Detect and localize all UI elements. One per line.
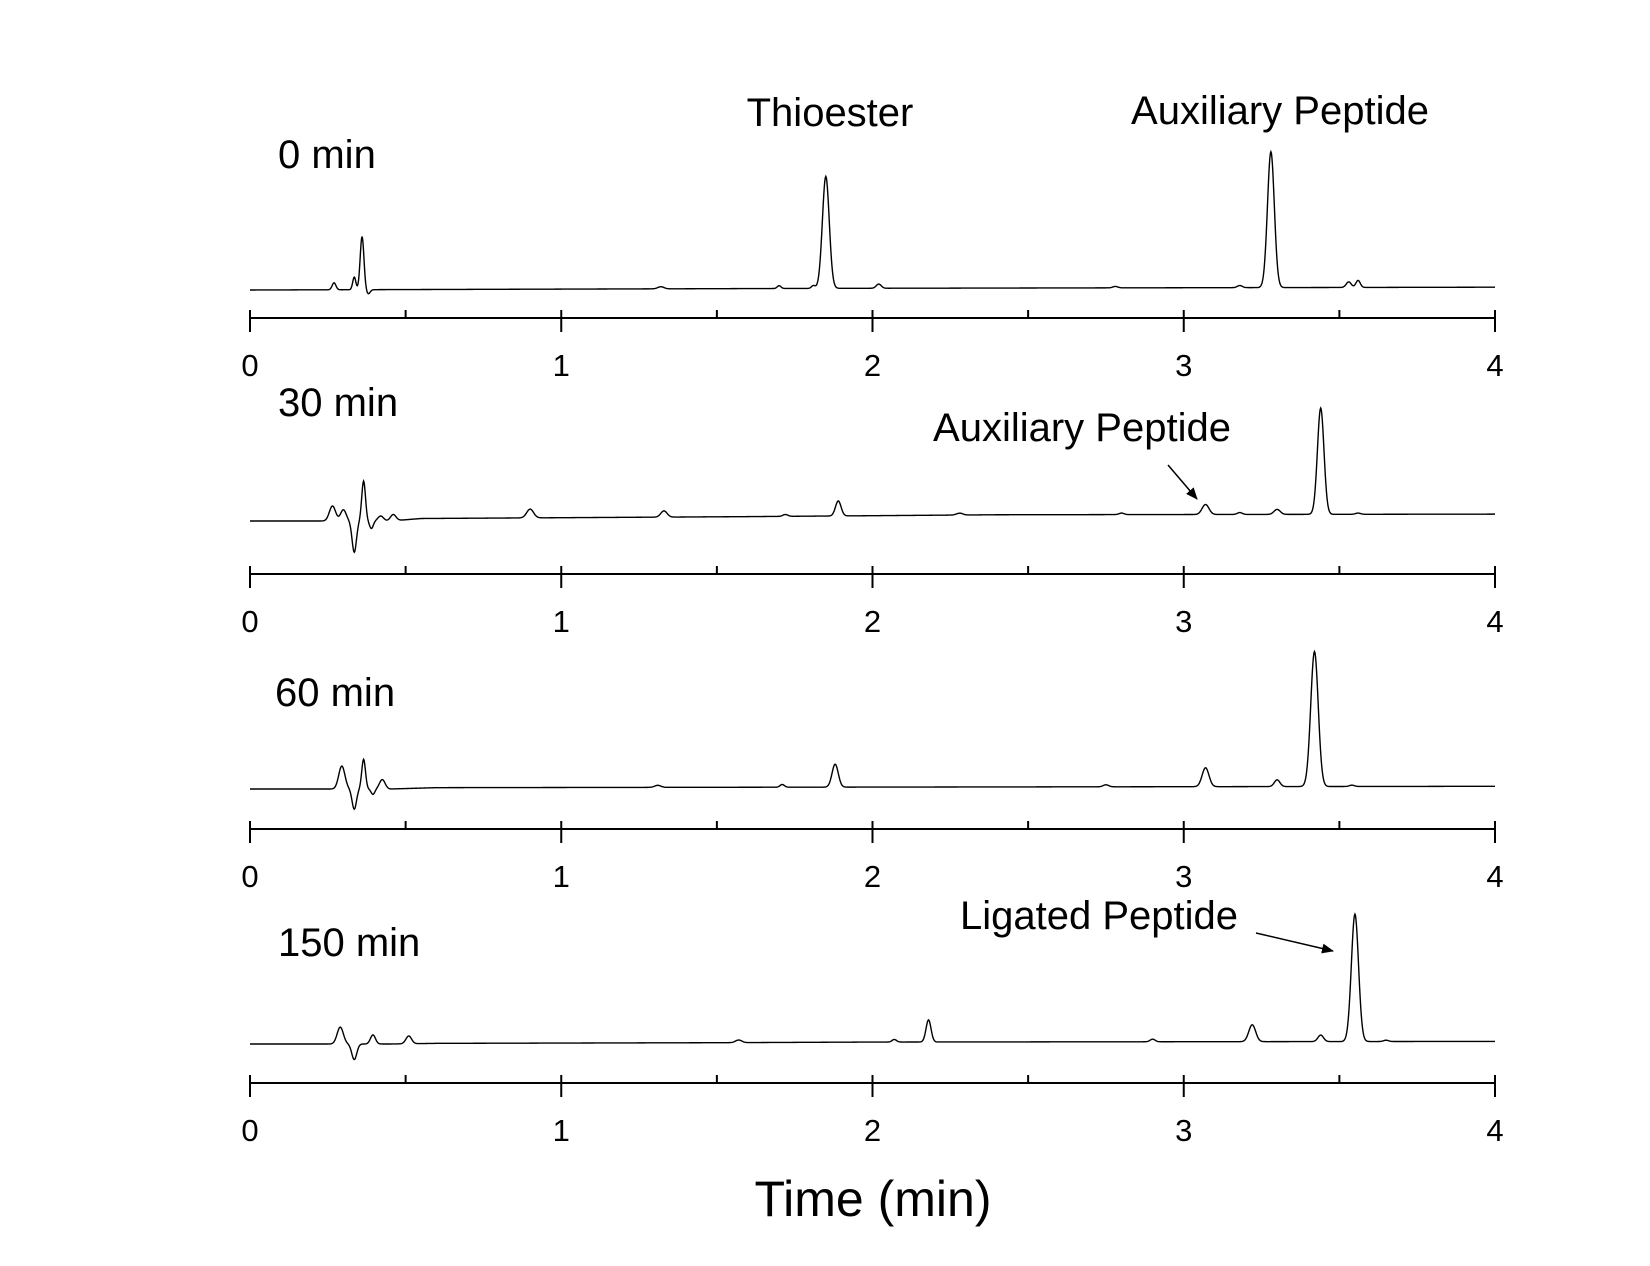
x-tick-label: 0 bbox=[241, 348, 258, 383]
x-tick-label: 3 bbox=[1175, 604, 1192, 639]
x-tick-label: 2 bbox=[864, 348, 881, 383]
peak-annotation: Thioester bbox=[747, 91, 914, 135]
peak-annotation: Ligated Peptide bbox=[960, 894, 1238, 938]
x-tick-label: 4 bbox=[1486, 1113, 1503, 1148]
x-tick-label: 1 bbox=[553, 1113, 570, 1148]
x-tick-label: 3 bbox=[1175, 859, 1192, 894]
x-tick-label: 4 bbox=[1486, 348, 1503, 383]
peak-annotation: Auxiliary Peptide bbox=[1131, 89, 1429, 133]
chromatogram-trace bbox=[250, 149, 1495, 295]
annotation-arrow bbox=[1255, 932, 1334, 954]
chromatogram-trace bbox=[250, 649, 1495, 811]
x-tick-label: 0 bbox=[241, 1113, 258, 1148]
panel-time-label: 150 min bbox=[278, 921, 420, 965]
x-tick-label: 2 bbox=[864, 859, 881, 894]
panel-1: 0 1 2 3 4 30 min Auxiliary Peptide bbox=[241, 381, 1503, 639]
x-tick-label: 1 bbox=[553, 348, 570, 383]
x-tick-label: 4 bbox=[1486, 859, 1503, 894]
x-tick-label: 3 bbox=[1175, 1113, 1192, 1148]
x-tick-label: 0 bbox=[241, 604, 258, 639]
x-tick-label: 1 bbox=[553, 859, 570, 894]
chromatogram-trace bbox=[250, 406, 1495, 554]
chromatogram-trace bbox=[250, 912, 1495, 1061]
panel-3: 0 1 2 3 4 150 min Ligated Peptide bbox=[241, 894, 1503, 1148]
x-tick-label: 3 bbox=[1175, 348, 1192, 383]
panel-time-label: 0 min bbox=[278, 133, 376, 177]
panel-2: 0 1 2 3 4 60 min bbox=[241, 649, 1504, 894]
panel-0: 0 1 2 3 4 0 min Thioester Auxiliary Peptide bbox=[241, 89, 1503, 383]
peak-annotation: Auxiliary Peptide bbox=[933, 406, 1231, 450]
x-tick-label: 1 bbox=[553, 604, 570, 639]
panel-time-label: 30 min bbox=[278, 381, 398, 425]
x-axis-label: Time (min) bbox=[754, 1171, 991, 1227]
x-tick-label: 2 bbox=[864, 604, 881, 639]
x-tick-label: 2 bbox=[864, 1113, 881, 1148]
x-tick-label: 4 bbox=[1486, 604, 1503, 639]
x-tick-label: 0 bbox=[241, 859, 258, 894]
panel-time-label: 60 min bbox=[275, 671, 395, 715]
annotation-arrow bbox=[1167, 464, 1198, 500]
